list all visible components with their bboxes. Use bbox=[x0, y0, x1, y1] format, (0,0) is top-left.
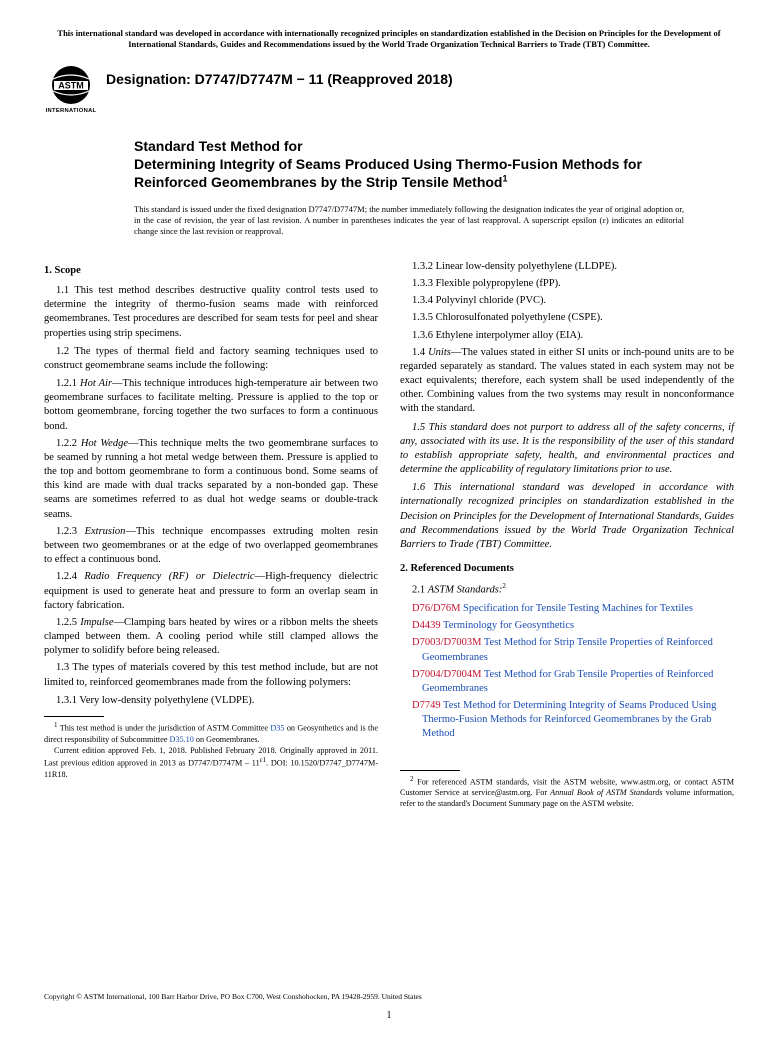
body-columns: 1. Scope 1.1 This test method describes … bbox=[44, 260, 734, 810]
para-1-3-5: 1.3.5 Chlorosulfonated polyethylene (CSP… bbox=[400, 311, 734, 325]
ref-code[interactable]: D7004/D7004M bbox=[412, 669, 481, 680]
para-1-4: 1.4 Units—The values stated in either SI… bbox=[400, 346, 734, 417]
fn1-text-a: This test method is under the jurisdicti… bbox=[60, 724, 271, 733]
para-1-3-6: 1.3.6 Ethylene interpolymer alloy (EIA). bbox=[400, 329, 734, 343]
ref-item: D7749 Test Method for Determining Integr… bbox=[400, 699, 734, 742]
ref-code[interactable]: D4439 bbox=[412, 620, 441, 631]
para-1-3-1: 1.3.1 Very low-density polyethylene (VLD… bbox=[44, 694, 378, 708]
para-1-2-2: 1.2.2 Hot Wedge—This technique melts the… bbox=[44, 437, 378, 522]
para-1-3-3: 1.3.3 Flexible polypropylene (fPP). bbox=[400, 277, 734, 291]
ref-item: D76/D76M Specification for Tensile Testi… bbox=[400, 602, 734, 616]
page-number: 1 bbox=[387, 1010, 392, 1021]
ref-code[interactable]: D7003/D7003M bbox=[412, 637, 481, 648]
top-notice: This international standard was develope… bbox=[44, 28, 734, 51]
ref-item: D4439 Terminology for Geosynthetics bbox=[400, 619, 734, 633]
para-1-5: 1.5 This standard does not purport to ad… bbox=[400, 421, 734, 478]
fn2-b: Annual Book of ASTM Standards bbox=[550, 788, 662, 797]
header-row: ASTM INTERNATIONAL Designation: D7747/D7… bbox=[44, 61, 734, 115]
svg-text:ASTM: ASTM bbox=[58, 80, 84, 90]
ref-title[interactable]: Terminology for Geosynthetics bbox=[441, 620, 575, 631]
para-1-3-2: 1.3.2 Linear low-density polyethylene (L… bbox=[400, 260, 734, 274]
p2-1-sup: 2 bbox=[502, 582, 506, 590]
footnote-rule-right bbox=[400, 770, 460, 771]
ref-title[interactable]: Test Method for Determining Integrity of… bbox=[422, 700, 716, 739]
issue-note: This standard is issued under the fixed … bbox=[134, 204, 684, 238]
para-1-2: 1.2 The types of thermal field and facto… bbox=[44, 345, 378, 373]
svg-text:INTERNATIONAL: INTERNATIONAL bbox=[46, 108, 97, 114]
astm-logo: ASTM INTERNATIONAL bbox=[44, 61, 98, 115]
footnote-1b: Current edition approved Feb. 1, 2018. P… bbox=[44, 745, 378, 780]
para-1-2-4: 1.2.4 Radio Frequency (RF) or Dielectric… bbox=[44, 570, 378, 613]
fn1-link-d3510[interactable]: D35.10 bbox=[170, 735, 194, 744]
p2-1-a: 2.1 bbox=[412, 585, 428, 596]
para-1-1: 1.1 This test method describes destructi… bbox=[44, 284, 378, 341]
ref-item: D7003/D7003M Test Method for Strip Tensi… bbox=[400, 636, 734, 664]
title-kicker: Standard Test Method for bbox=[134, 137, 694, 155]
title-main: Determining Integrity of Seams Produced … bbox=[134, 155, 694, 191]
para-1-2-3: 1.2.3 Extrusion—This technique encompass… bbox=[44, 525, 378, 568]
refs-heading: 2. Referenced Documents bbox=[400, 562, 734, 576]
title-block: Standard Test Method for Determining Int… bbox=[134, 137, 694, 192]
footnote-rule-left bbox=[44, 716, 104, 717]
para-1-3: 1.3 The types of materials covered by th… bbox=[44, 661, 378, 689]
ref-item: D7004/D7004M Test Method for Grab Tensil… bbox=[400, 668, 734, 696]
footnote-1: 1 This test method is under the jurisdic… bbox=[44, 721, 378, 745]
copyright-line: Copyright © ASTM International, 100 Barr… bbox=[44, 992, 422, 1001]
ref-title[interactable]: Specification for Tensile Testing Machin… bbox=[460, 603, 693, 614]
ref-code[interactable]: D76/D76M bbox=[412, 603, 460, 614]
p2-1-b: ASTM Standards: bbox=[428, 585, 503, 596]
fn1-link-d35[interactable]: D35 bbox=[270, 724, 284, 733]
para-1-6: 1.6 This international standard was deve… bbox=[400, 481, 734, 552]
para-1-2-1: 1.2.1 Hot Air—This technique introduces … bbox=[44, 377, 378, 434]
title-sup: 1 bbox=[502, 174, 507, 184]
para-1-3-4: 1.3.4 Polyvinyl chloride (PVC). bbox=[400, 294, 734, 308]
title-main-text: Determining Integrity of Seams Produced … bbox=[134, 156, 642, 190]
designation: Designation: D7747/D7747M − 11 (Reapprov… bbox=[106, 61, 453, 87]
refs-list: D76/D76M Specification for Tensile Testi… bbox=[400, 602, 734, 742]
para-2-1: 2.1 ASTM Standards:2 bbox=[400, 582, 734, 598]
left-column: 1. Scope 1.1 This test method describes … bbox=[44, 260, 378, 810]
scope-heading: 1. Scope bbox=[44, 264, 378, 278]
ref-code[interactable]: D7749 bbox=[412, 700, 441, 711]
para-1-2-5: 1.2.5 Impulse—Clamping bars heated by wi… bbox=[44, 616, 378, 659]
right-column: 1.3.2 Linear low-density polyethylene (L… bbox=[400, 260, 734, 810]
fn1-text-c: on Geomembranes. bbox=[194, 735, 260, 744]
page: This international standard was develope… bbox=[0, 0, 778, 829]
footnote-2: 2 For referenced ASTM standards, visit t… bbox=[400, 775, 734, 810]
